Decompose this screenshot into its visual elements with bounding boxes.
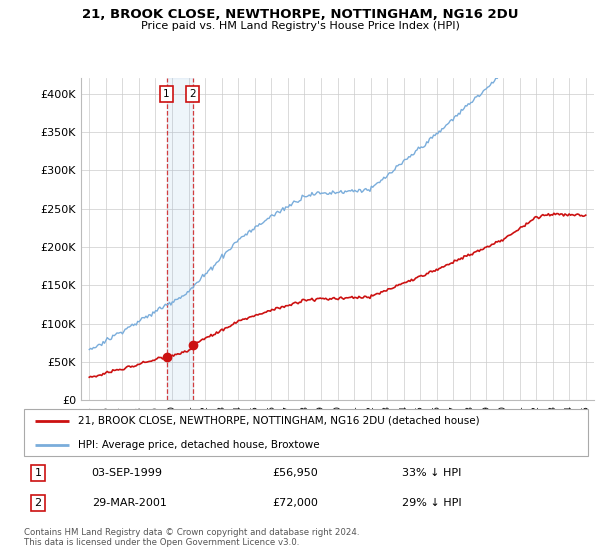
Text: 03-SEP-1999: 03-SEP-1999 bbox=[92, 468, 163, 478]
Text: 1: 1 bbox=[35, 468, 41, 478]
FancyBboxPatch shape bbox=[24, 409, 588, 456]
Text: Price paid vs. HM Land Registry's House Price Index (HPI): Price paid vs. HM Land Registry's House … bbox=[140, 21, 460, 31]
Text: HPI: Average price, detached house, Broxtowe: HPI: Average price, detached house, Brox… bbox=[77, 440, 319, 450]
Text: 29-MAR-2001: 29-MAR-2001 bbox=[92, 498, 167, 508]
Text: 33% ↓ HPI: 33% ↓ HPI bbox=[402, 468, 461, 478]
Bar bbox=[167, 78, 193, 400]
Text: 21, BROOK CLOSE, NEWTHORPE, NOTTINGHAM, NG16 2DU: 21, BROOK CLOSE, NEWTHORPE, NOTTINGHAM, … bbox=[82, 8, 518, 21]
Text: 1: 1 bbox=[163, 88, 170, 99]
Text: Contains HM Land Registry data © Crown copyright and database right 2024.
This d: Contains HM Land Registry data © Crown c… bbox=[24, 528, 359, 547]
Text: 29% ↓ HPI: 29% ↓ HPI bbox=[402, 498, 461, 508]
Text: £56,950: £56,950 bbox=[272, 468, 318, 478]
Text: 21, BROOK CLOSE, NEWTHORPE, NOTTINGHAM, NG16 2DU (detached house): 21, BROOK CLOSE, NEWTHORPE, NOTTINGHAM, … bbox=[77, 416, 479, 426]
Text: £72,000: £72,000 bbox=[272, 498, 318, 508]
Text: 2: 2 bbox=[35, 498, 41, 508]
Text: 2: 2 bbox=[190, 88, 196, 99]
